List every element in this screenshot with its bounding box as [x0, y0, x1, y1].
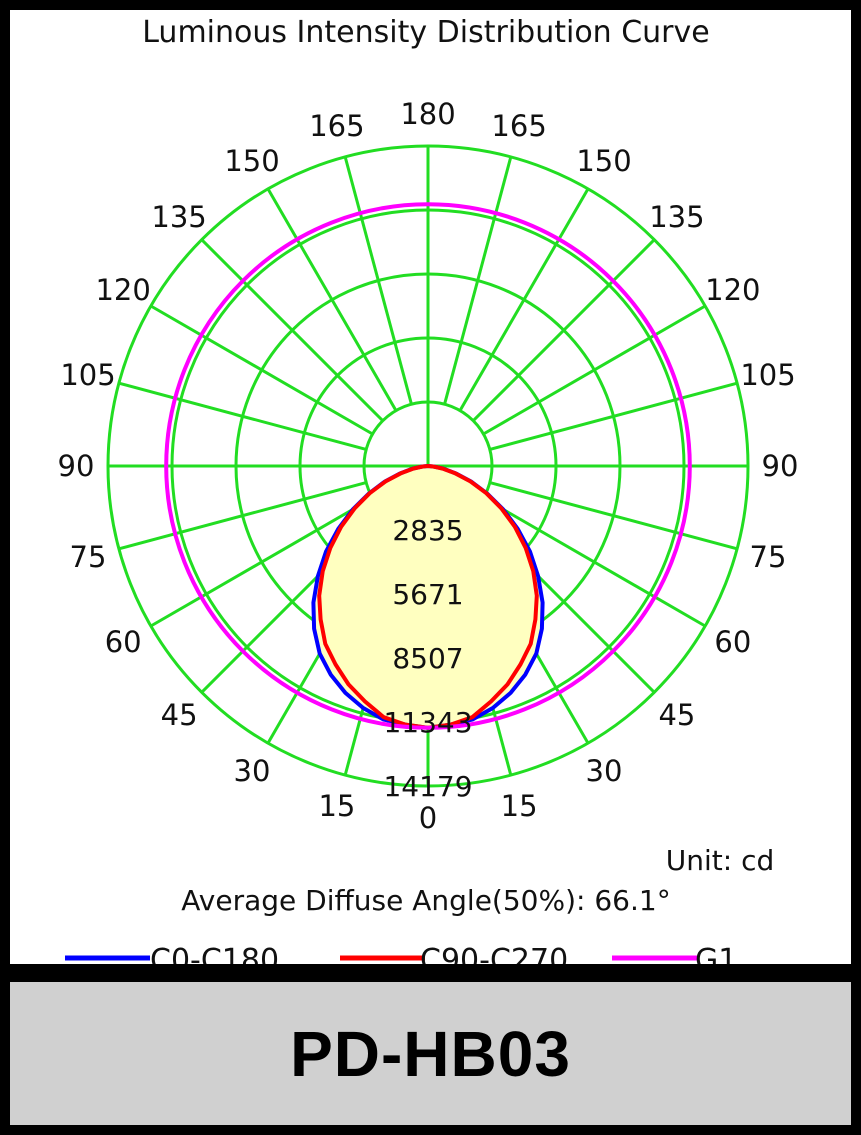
- angle-label: 150: [224, 144, 279, 178]
- series-c90-c270: [317, 464, 539, 730]
- grid-spoke: [118, 381, 367, 451]
- angle-label: 15: [318, 789, 355, 823]
- radial-tick-label: 8507: [392, 642, 463, 675]
- radial-tick-label: 11343: [383, 706, 472, 739]
- model-name: PD-HB03: [290, 1017, 571, 1090]
- angle-label: 0: [419, 801, 437, 835]
- angle-label: 150: [576, 144, 631, 178]
- radial-tick-labels: 2835 5671 8507 11343 14179: [383, 514, 472, 803]
- grid-spoke: [200, 238, 384, 422]
- legend-label: C90-C270: [420, 943, 568, 964]
- angle-label: 60: [105, 625, 142, 659]
- grid-spoke: [118, 481, 367, 551]
- radial-tick-label: 14179: [383, 770, 472, 803]
- angle-labels: 0 15 30 45 60 75 90 105 120 135 150 165 180 15 30 45 60 7…: [58, 97, 799, 835]
- beam-area: [313, 466, 543, 728]
- radial-tick-label: 5671: [392, 578, 463, 611]
- grid-spoke: [150, 304, 374, 436]
- grid-spoke: [343, 156, 413, 405]
- grid-spoke: [482, 304, 706, 436]
- angle-label: 30: [586, 754, 623, 788]
- angle-label: 75: [750, 540, 787, 574]
- angle-label: 165: [491, 109, 546, 143]
- angle-label: 45: [658, 698, 695, 732]
- model-banner: PD-HB03: [10, 982, 851, 1125]
- grid-spoke: [472, 238, 656, 422]
- angle-label: 135: [151, 200, 206, 234]
- angle-label: 90: [58, 449, 95, 483]
- polar-chart: Luminous Intensity Distribution Curve 28…: [58, 15, 799, 964]
- angle-label: 45: [161, 698, 198, 732]
- angle-label: 120: [95, 273, 150, 307]
- radial-tick-label: 2835: [392, 514, 463, 547]
- grid-spoke: [489, 381, 738, 451]
- unit-label: Unit: cd: [666, 844, 775, 877]
- divider-bar: [0, 964, 861, 982]
- series-curves: [164, 202, 692, 730]
- beam-fill: [313, 466, 543, 728]
- angle-label: 105: [60, 358, 115, 392]
- grid-spoke: [266, 188, 398, 412]
- grid-spoke: [458, 188, 590, 412]
- average-angle-label: Average Diffuse Angle(50%): 66.1°: [181, 884, 670, 917]
- angle-label: 90: [762, 449, 799, 483]
- angle-label: 30: [234, 754, 271, 788]
- legend-label: G1: [695, 943, 737, 964]
- grid-spoke: [482, 496, 706, 628]
- angle-label: 105: [740, 358, 795, 392]
- grid-spoke: [489, 481, 738, 551]
- legend: C0-C180 C90-C270 G1: [65, 943, 737, 964]
- series-g1: [164, 202, 692, 730]
- angle-label: 60: [714, 625, 751, 659]
- grid-spoke: [443, 156, 513, 405]
- angle-label: 120: [705, 273, 760, 307]
- angle-label: 165: [309, 109, 364, 143]
- grid-spoke: [150, 496, 374, 628]
- angle-label: 15: [501, 789, 538, 823]
- angle-label: 135: [649, 200, 704, 234]
- legend-label: C0-C180: [150, 943, 279, 964]
- chart-title: Luminous Intensity Distribution Curve: [142, 15, 709, 50]
- angle-label: 75: [70, 540, 107, 574]
- angle-label: 180: [400, 97, 455, 131]
